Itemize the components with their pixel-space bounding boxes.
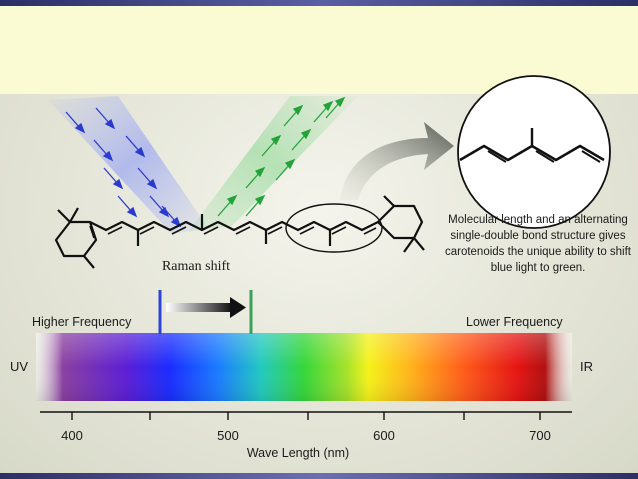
green-arrow xyxy=(275,158,296,181)
higher-frequency-label: Higher Frequency xyxy=(32,315,132,329)
blue-arrow xyxy=(95,107,116,130)
right-ring xyxy=(376,204,424,240)
bottom-border-band xyxy=(0,473,638,479)
blue-arrow xyxy=(103,167,124,190)
axis-title: Wave Length (nm) xyxy=(246,446,350,460)
blue-arrow xyxy=(125,135,146,158)
green-arrow xyxy=(217,194,238,217)
incident-light-arrows xyxy=(65,107,182,228)
raman-shift-arrow xyxy=(166,297,246,318)
green-arrow xyxy=(245,194,266,217)
green-arrow xyxy=(325,96,346,119)
blue-arrow xyxy=(137,167,158,190)
wavelength-axis xyxy=(40,411,572,420)
ir-label: IR xyxy=(580,359,593,374)
lower-frequency-label: Lower Frequency xyxy=(466,315,563,329)
carotenoid-molecule xyxy=(54,195,425,269)
top-border-band xyxy=(0,0,638,6)
green-arrow xyxy=(291,128,312,151)
tick-label-700: 700 xyxy=(529,428,551,443)
double-bonds xyxy=(107,226,377,235)
scattered-green-beam xyxy=(188,96,358,232)
chain-highlight-ellipse xyxy=(285,203,383,253)
blue-arrow xyxy=(65,111,86,134)
green-arrow xyxy=(245,166,266,189)
incident-blue-beam xyxy=(48,96,208,234)
blue-arrow xyxy=(93,139,114,162)
tick-label-400: 400 xyxy=(61,428,83,443)
green-arrow xyxy=(283,104,304,127)
raman-shift-label: Raman shift xyxy=(161,259,231,274)
zoom-curved-arrow xyxy=(340,122,454,200)
green-arrow xyxy=(261,134,282,157)
tick-label-500: 500 xyxy=(217,428,239,443)
diagram-caption: Molecular length and an alternating sing… xyxy=(444,214,632,274)
tick-label-600: 600 xyxy=(373,428,395,443)
green-arrow xyxy=(313,100,334,123)
uv-label: UV xyxy=(10,359,29,374)
scattered-light-arrows xyxy=(217,96,346,217)
blue-arrow xyxy=(161,205,182,228)
zoomed-structure xyxy=(457,75,611,229)
blue-arrow xyxy=(117,195,138,218)
